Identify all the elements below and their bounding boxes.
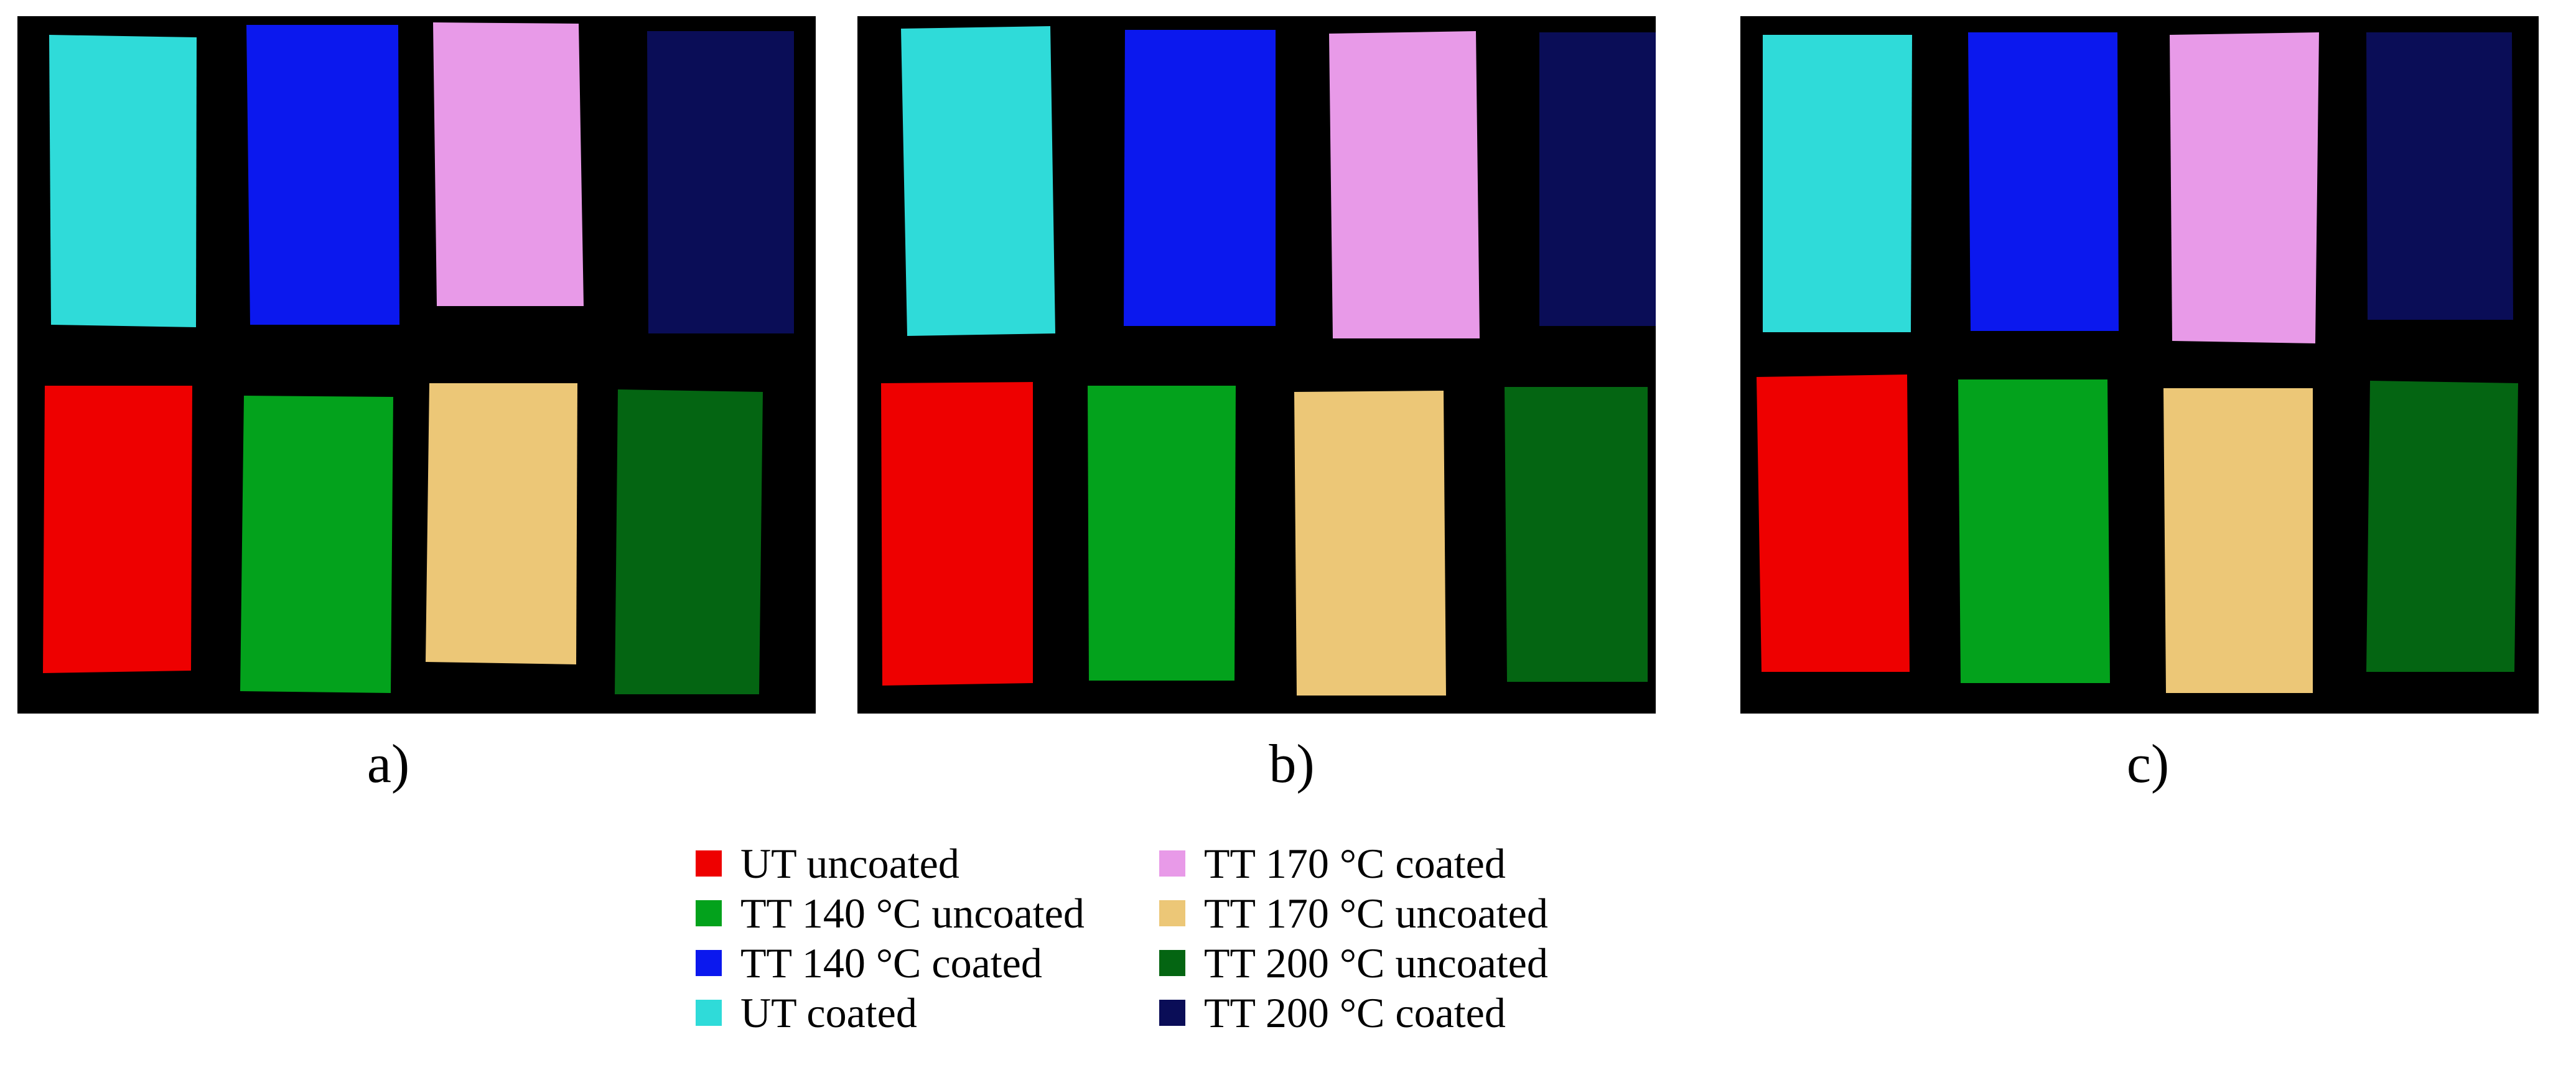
sample-ut-uncoated: [1757, 375, 1910, 672]
sample-tt170-coated: [2170, 32, 2319, 343]
sample-ut-coated: [49, 35, 197, 327]
sample-tt170-coated: [1329, 31, 1480, 338]
legend-swatch: [1159, 850, 1185, 877]
sample-tt200-uncoated: [2366, 381, 2518, 672]
legend-swatch: [1159, 900, 1185, 926]
sample-tt140-coated: [1124, 30, 1276, 326]
sample-tt170-coated: [433, 22, 584, 306]
sample-tt200-uncoated: [1505, 387, 1648, 682]
legend-item: TT 140 °C uncoated: [696, 888, 1085, 938]
legend-label: TT 140 °C coated: [740, 939, 1042, 987]
legend-item: TT 200 °C coated: [1159, 988, 1548, 1038]
panel-a-samples: [43, 22, 794, 694]
sample-tt140-uncoated: [1088, 386, 1236, 681]
panel-label-b: b): [1269, 734, 1315, 794]
legend-swatch: [696, 950, 722, 976]
legend-item: TT 170 °C coated: [1159, 839, 1548, 888]
legend-label: TT 170 °C coated: [1204, 840, 1506, 887]
sample-ut-coated: [1763, 35, 1912, 332]
panel-b-samples: [881, 26, 1689, 696]
legend-swatch: [696, 850, 722, 877]
legend-item: UT coated: [696, 988, 1085, 1038]
panel-label-a: a): [366, 734, 410, 794]
legend-label: TT 200 °C coated: [1204, 989, 1506, 1036]
sample-tt200-coated: [647, 31, 794, 333]
sample-tt170-uncoated: [2163, 388, 2313, 693]
panel-c-samples: [1757, 32, 2518, 693]
sample-tt140-coated: [246, 25, 399, 325]
legend-label: TT 170 °C uncoated: [1204, 890, 1548, 937]
legend-item: UT uncoated: [696, 839, 1085, 888]
sample-tt170-uncoated: [426, 383, 577, 664]
sample-tt140-uncoated: [1958, 379, 2110, 683]
panel-c-image: [1740, 16, 2539, 714]
legend-swatch: [1159, 1000, 1185, 1026]
panel-b-image: [857, 16, 1689, 714]
sample-ut-coated: [901, 26, 1055, 336]
legend-item: TT 140 °C coated: [696, 938, 1085, 988]
legend-swatch: [1159, 950, 1185, 976]
panel-label-c: c): [2126, 734, 2170, 794]
sample-tt200-uncoated: [615, 389, 763, 694]
sample-tt140-coated: [1968, 32, 2119, 331]
legend-column-1: UT uncoated TT 140 °C uncoated TT 140 °C…: [696, 839, 1085, 1038]
sample-ut-uncoated: [43, 386, 192, 673]
legend-label: UT coated: [740, 989, 917, 1036]
legend-swatch: [696, 900, 722, 926]
legend-label: UT uncoated: [740, 840, 959, 887]
panel-a-image: [17, 16, 816, 714]
sample-tt200-coated: [2366, 32, 2513, 320]
sample-ut-uncoated: [881, 382, 1033, 686]
legend-item: TT 200 °C uncoated: [1159, 938, 1548, 988]
legend: UT uncoated TT 140 °C uncoated TT 140 °C…: [696, 839, 1691, 1069]
legend-column-2: TT 170 °C coated TT 170 °C uncoated TT 2…: [1159, 839, 1548, 1038]
sample-tt170-uncoated: [1294, 391, 1446, 696]
sample-tt140-uncoated: [240, 396, 393, 693]
legend-item: TT 170 °C uncoated: [1159, 888, 1548, 938]
legend-swatch: [696, 1000, 722, 1026]
legend-label: TT 140 °C uncoated: [740, 890, 1085, 937]
sample-tt200-coated: [1539, 32, 1689, 326]
legend-label: TT 200 °C uncoated: [1204, 939, 1548, 987]
